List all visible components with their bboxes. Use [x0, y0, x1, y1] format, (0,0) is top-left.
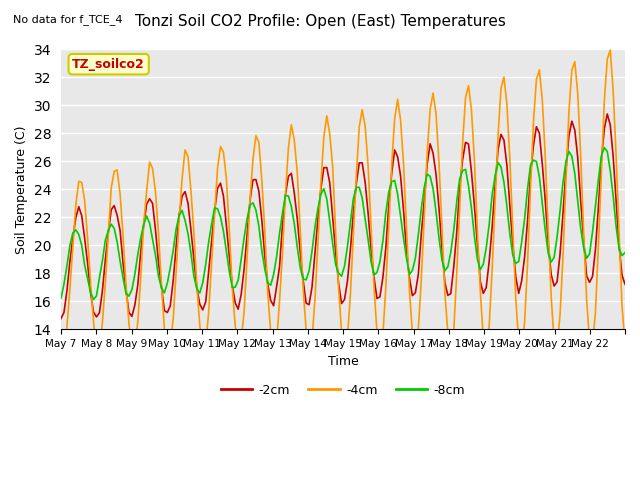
Line: -2cm: -2cm [61, 114, 625, 319]
-8cm [128, 287, 136, 292]
Line: -8cm: -8cm [61, 148, 625, 300]
Text: Tonzi Soil CO2 Profile: Open (East) Temperatures: Tonzi Soil CO2 Profile: Open (East) Temp… [134, 14, 506, 29]
-8cm [57, 295, 65, 301]
-2cm [285, 173, 292, 179]
-4cm [125, 321, 132, 326]
-8cm [293, 244, 301, 250]
Legend: -2cm, -4cm, -8cm: -2cm, -4cm, -8cm [216, 379, 470, 402]
-8cm [621, 250, 629, 255]
-8cm [287, 204, 295, 209]
-2cm [340, 297, 348, 302]
-4cm [340, 347, 348, 353]
-8cm [90, 297, 97, 302]
-2cm [621, 281, 629, 287]
Line: -4cm: -4cm [61, 50, 625, 352]
-4cm [412, 346, 419, 351]
-2cm [125, 310, 132, 315]
-4cm [285, 145, 292, 151]
-8cm [600, 145, 608, 151]
-2cm [604, 111, 611, 117]
Text: TZ_soilco2: TZ_soilco2 [72, 58, 145, 71]
-2cm [412, 290, 419, 296]
-2cm [379, 275, 387, 280]
-8cm [415, 232, 422, 238]
-4cm [606, 47, 614, 53]
-4cm [291, 138, 298, 144]
-4cm [379, 332, 387, 338]
-4cm [621, 342, 629, 348]
-8cm [382, 209, 390, 215]
Text: No data for f_TCE_4: No data for f_TCE_4 [13, 14, 122, 25]
-4cm [447, 349, 454, 355]
-4cm [57, 343, 65, 349]
-2cm [57, 316, 65, 322]
-2cm [291, 190, 298, 196]
-8cm [344, 243, 351, 249]
X-axis label: Time: Time [328, 355, 358, 368]
Y-axis label: Soil Temperature (C): Soil Temperature (C) [15, 125, 28, 253]
